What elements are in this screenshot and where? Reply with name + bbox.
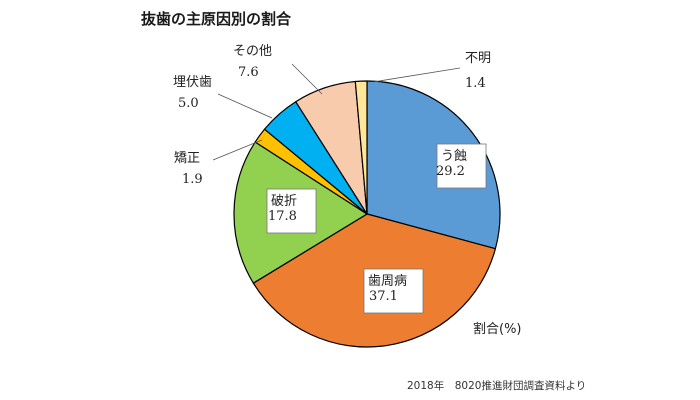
slice-label-box-2 — [363, 268, 424, 314]
leader-line-4 — [212, 139, 263, 161]
slice-value-5: 5.0 — [178, 96, 199, 111]
slice-value-1: 29.2 — [436, 164, 465, 179]
unit-label: 割合(%) — [473, 321, 522, 337]
slice-label-1: う蝕 — [441, 149, 467, 164]
slice-value-2: 37.1 — [369, 289, 398, 304]
leader-line-7 — [372, 67, 461, 83]
leader-line-5 — [217, 93, 273, 119]
chart-title: 抜歯の主原因別の割合 — [141, 10, 292, 28]
slice-value-3: 17.8 — [268, 209, 297, 224]
slice-value-6: 7.6 — [238, 65, 259, 80]
slice-label-7: 不明 — [465, 51, 491, 66]
slice-label-box-1 — [436, 143, 487, 189]
slice-label-4: 矯正 — [174, 151, 200, 166]
slice-label-5: 埋伏歯 — [173, 75, 212, 90]
pie-slice-7 — [354, 80, 368, 215]
pie-slice-1 — [366, 80, 501, 250]
slice-label-2: 歯周病 — [368, 274, 407, 289]
slice-label-3: 破折 — [271, 194, 297, 209]
slice-value-4: 1.9 — [182, 172, 203, 187]
slice-label-6: その他 — [233, 44, 272, 59]
source-note: 2018年 8020推進財団調査資料より — [407, 379, 586, 392]
leader-line-6 — [291, 63, 323, 95]
slice-value-7: 1.4 — [465, 76, 486, 91]
slice-label-box-3 — [266, 188, 317, 234]
